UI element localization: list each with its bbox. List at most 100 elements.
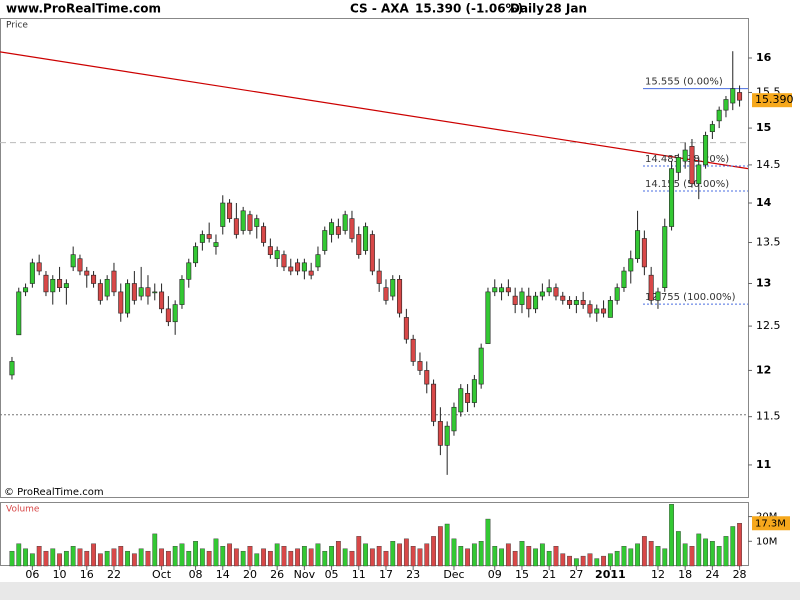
candle-body	[111, 270, 117, 293]
volume-tag	[752, 516, 790, 531]
symbol: CS - AXA	[350, 2, 410, 16]
candle-body	[220, 202, 226, 227]
candle-body	[682, 149, 688, 162]
x-tick-label: 28	[733, 568, 747, 581]
candle-body	[465, 392, 471, 403]
volume-bar	[641, 536, 647, 567]
candle-body	[138, 287, 144, 297]
candle-body	[227, 202, 233, 219]
candle-body	[621, 270, 627, 288]
volume-bar	[349, 550, 355, 567]
candle-body	[730, 88, 736, 104]
candle-body	[499, 287, 505, 293]
x-tick-label: 12	[651, 568, 665, 581]
volume-bar	[9, 550, 15, 567]
volume-bar	[281, 546, 287, 567]
volume-bar	[342, 548, 348, 567]
candle-body	[165, 308, 171, 323]
volume-bar	[703, 538, 708, 567]
candle-body	[641, 238, 647, 268]
volume-bar	[247, 546, 253, 567]
volume-bar	[607, 553, 613, 567]
candle-body	[716, 109, 722, 122]
volume-bar	[723, 536, 729, 567]
volume-bar	[696, 533, 702, 567]
volume-bar	[737, 523, 742, 567]
volume-bar	[417, 548, 423, 567]
volume-bar	[478, 541, 484, 567]
volume-bar	[499, 548, 504, 567]
volume-bar	[369, 548, 375, 567]
volume-bar	[36, 546, 42, 567]
volume-bar	[614, 550, 620, 567]
volume-bar	[675, 531, 681, 567]
candle-body	[240, 210, 246, 231]
candle-body	[567, 300, 573, 305]
volume-bar	[97, 553, 103, 567]
candle-body	[505, 287, 511, 293]
volume-bar	[206, 550, 212, 567]
fib-label: 15.555 (0.00%)	[645, 77, 723, 88]
candle-body	[152, 291, 158, 294]
volume-bar	[240, 550, 246, 567]
candle-body	[478, 347, 484, 385]
candle-body	[451, 406, 457, 432]
volume-bar	[682, 543, 688, 567]
volume-bar	[648, 541, 654, 567]
candle-body	[288, 266, 294, 272]
y-tick-label: 16	[756, 51, 772, 64]
candle-body	[247, 214, 253, 231]
volume-bar	[131, 553, 137, 567]
volume-bar	[662, 548, 668, 567]
volume-bar	[716, 546, 722, 567]
volume-bar	[84, 550, 90, 567]
volume-bar	[635, 543, 640, 567]
candle-body	[322, 230, 328, 251]
volume-bar	[138, 548, 144, 567]
candle-body	[43, 274, 49, 293]
y-tick-label: 14	[756, 196, 772, 209]
candle-body	[9, 361, 15, 376]
candle-body	[118, 291, 124, 314]
price-title: Price	[6, 21, 28, 31]
volume-bar	[145, 550, 151, 567]
volume-bar	[471, 543, 477, 567]
volume-bar	[580, 555, 586, 567]
x-tick-label: Oct	[152, 568, 172, 581]
volume-bar	[424, 543, 430, 567]
volume-bar	[601, 555, 606, 567]
candle-body	[125, 283, 131, 314]
candle-body	[587, 304, 593, 314]
volume-bar	[179, 543, 185, 567]
volume-bar	[356, 536, 362, 567]
volume-bar	[165, 550, 171, 567]
volume-bar	[159, 548, 164, 567]
candle-body	[97, 283, 103, 301]
x-tick-label: 2011	[595, 568, 626, 581]
candle-body	[635, 230, 641, 260]
x-tick-label: 10	[53, 568, 67, 581]
volume-bar	[186, 550, 192, 567]
volume-title: Volume	[6, 505, 40, 515]
candle-body	[471, 379, 477, 403]
volume-bar	[91, 543, 96, 567]
volume-bar	[594, 558, 600, 567]
x-tick-label: 23	[406, 568, 420, 581]
candle-body	[573, 300, 579, 305]
y-tick-label: 14.5	[756, 158, 781, 171]
candle-body	[397, 279, 403, 314]
candle-body	[648, 274, 654, 301]
candle-body	[458, 388, 464, 413]
candle-body	[274, 250, 280, 260]
volume-bar	[553, 546, 559, 567]
volume-bar	[465, 548, 470, 567]
volume-bar	[444, 523, 450, 567]
candle-body	[186, 262, 192, 280]
candle-body	[254, 218, 260, 227]
candle-body	[383, 287, 389, 301]
candle-body	[179, 279, 185, 305]
volume-bar	[390, 541, 396, 567]
candle-body	[356, 234, 362, 255]
candle-body	[335, 226, 341, 235]
y-tick-label: 15	[756, 121, 771, 134]
